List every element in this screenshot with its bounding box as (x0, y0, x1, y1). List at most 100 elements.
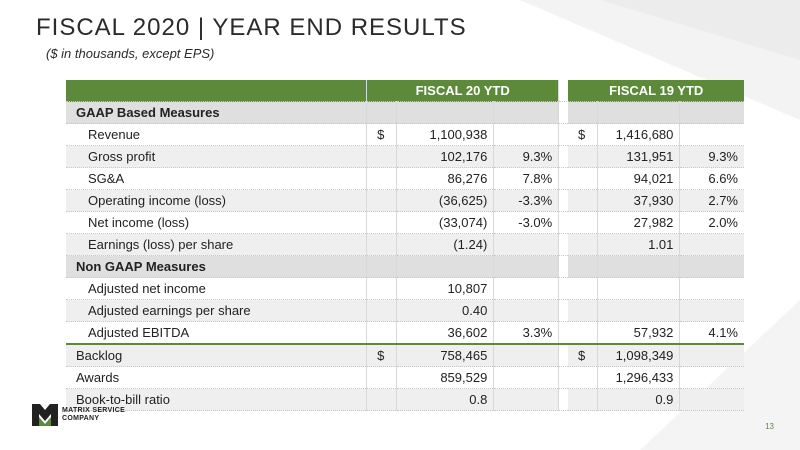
fy19-percent (679, 299, 744, 322)
matrix-logo-icon (32, 404, 58, 426)
fy19-value: 94,021 (597, 167, 681, 190)
fy19-dollar-sign (567, 233, 598, 256)
fy20-dollar-sign (366, 101, 398, 124)
fy19-value: 131,951 (597, 145, 681, 168)
column-header-fy20: FISCAL 20 YTD (366, 80, 560, 102)
table-row: Operating income (loss) (36,625) -3.3% 37,9… (66, 189, 744, 212)
fy19-value: 37,930 (597, 189, 681, 212)
fy20-percent (493, 299, 560, 322)
fy20-percent (493, 388, 560, 411)
fy19-percent (679, 366, 744, 389)
table-row: SG&A 86,276 7.8% 94,021 6.6% (66, 167, 744, 190)
header-blank-cell (66, 80, 368, 102)
row-label: Adjusted net income (66, 277, 368, 300)
table-row: Earnings (loss) per share (1.24) 1.01 (66, 233, 744, 256)
column-gap (558, 189, 568, 212)
fy20-value: 86,276 (396, 167, 495, 190)
fy19-value (597, 299, 681, 322)
results-table: FISCAL 20 YTD FISCAL 19 YTD GAAP Based M… (66, 80, 744, 411)
fy20-percent: -3.3% (493, 189, 560, 212)
row-label: Backlog (66, 344, 368, 367)
table-row: Awards 859,529 1,296,433 (66, 366, 744, 389)
section-header-row: GAAP Based Measures (66, 101, 744, 124)
fy19-percent (679, 233, 744, 256)
row-label: SG&A (66, 167, 368, 190)
table-row: Gross profit 102,176 9.3% 131,951 9.3% (66, 145, 744, 168)
fy19-percent: 6.6% (679, 167, 744, 190)
fy20-dollar-sign (366, 388, 398, 411)
fy19-percent (679, 344, 744, 367)
section-header-row: Non GAAP Measures (66, 255, 744, 278)
column-gap (558, 145, 568, 168)
fy19-percent (679, 277, 744, 300)
fy20-percent: 7.8% (493, 167, 560, 190)
row-label: Net income (loss) (66, 211, 368, 234)
fy20-dollar-sign (366, 255, 398, 278)
fy20-value: 859,529 (396, 366, 495, 389)
fy19-dollar-sign (567, 366, 598, 389)
fy19-dollar-sign (567, 321, 598, 345)
logo-text-line2: COMPANY (62, 415, 100, 422)
fy19-percent: 4.1% (679, 321, 744, 345)
fy20-value: 1,100,938 (396, 123, 495, 146)
fy19-value: 0.9 (597, 388, 681, 411)
table-row: Adjusted EBITDA 36,602 3.3% 57,932 4.1% (66, 321, 744, 345)
fy20-value: (33,074) (396, 211, 495, 234)
page-number: 13 (765, 422, 774, 431)
header-gap (558, 80, 569, 102)
column-gap (558, 277, 568, 300)
table-row: Book-to-bill ratio 0.8 0.9 (66, 388, 744, 411)
fy19-value: 1,416,680 (597, 123, 681, 146)
fy19-percent (679, 101, 744, 124)
fy20-percent: -3.0% (493, 211, 560, 234)
slide-subtitle: ($ in thousands, except EPS) (46, 46, 215, 61)
fy20-percent: 9.3% (493, 145, 560, 168)
fy19-dollar-sign (567, 101, 598, 124)
column-gap (558, 299, 568, 322)
fy20-value: 0.8 (396, 388, 495, 411)
fy20-percent (493, 233, 560, 256)
table-header-row: FISCAL 20 YTD FISCAL 19 YTD (66, 80, 744, 102)
column-gap (558, 123, 568, 146)
column-gap (558, 388, 568, 411)
fy19-value: 1,296,433 (597, 366, 681, 389)
fy19-value (597, 101, 681, 124)
column-gap (558, 211, 568, 234)
row-label: Revenue (66, 123, 368, 146)
row-label: Non GAAP Measures (66, 255, 368, 278)
fy20-value: 0.40 (396, 299, 495, 322)
table-row: Revenue $1,100,938 $1,416,680 (66, 123, 744, 146)
fy19-dollar-sign: $ (567, 344, 598, 367)
table-row: Backlog $758,465 $1,098,349 (66, 344, 744, 367)
column-gap (558, 255, 568, 278)
fy19-value: 27,982 (597, 211, 681, 234)
fy19-dollar-sign (567, 167, 598, 190)
row-label: Adjusted EBITDA (66, 321, 368, 345)
column-gap (558, 344, 568, 367)
column-gap (558, 366, 568, 389)
row-label: Awards (66, 366, 368, 389)
fy19-dollar-sign: $ (567, 123, 598, 146)
fy19-percent (679, 255, 744, 278)
fy20-percent (493, 255, 560, 278)
row-label: Adjusted earnings per share (66, 299, 368, 322)
column-gap (558, 101, 568, 124)
fy19-dollar-sign (567, 189, 598, 212)
row-label: Gross profit (66, 145, 368, 168)
fy19-percent: 2.0% (679, 211, 744, 234)
fy20-percent (493, 277, 560, 300)
column-gap (558, 321, 568, 345)
row-label: GAAP Based Measures (66, 101, 368, 124)
row-label: Book-to-bill ratio (66, 388, 368, 411)
column-gap (558, 167, 568, 190)
company-logo: MATRIX SERVICE COMPANY (32, 404, 125, 426)
fy20-percent: 3.3% (493, 321, 560, 345)
fy19-percent (679, 388, 744, 411)
fy19-dollar-sign (567, 255, 598, 278)
fy20-value: (36,625) (396, 189, 495, 212)
fy20-value: 10,807 (396, 277, 495, 300)
fy19-dollar-sign (567, 299, 598, 322)
fy20-value: 102,176 (396, 145, 495, 168)
fy20-dollar-sign (366, 233, 398, 256)
fy19-percent (679, 123, 744, 146)
